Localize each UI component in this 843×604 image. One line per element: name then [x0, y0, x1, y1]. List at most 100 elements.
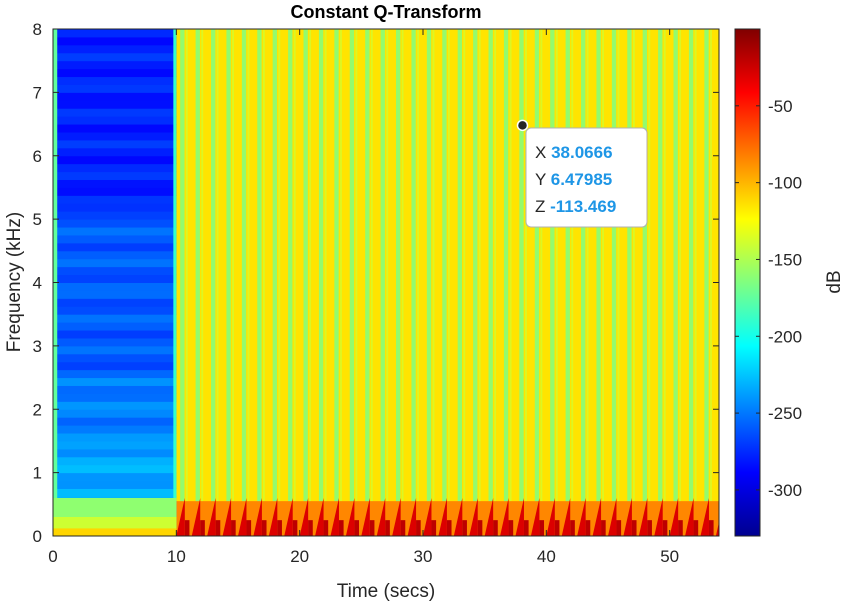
- quiet-region-band: [53, 36, 177, 46]
- spectrogram-stripe: [540, 29, 543, 536]
- low-frequency-burst: [647, 520, 652, 536]
- y-tick-label: 5: [33, 210, 42, 229]
- low-frequency-burst: [715, 522, 719, 536]
- datatip-x-value: 38.0666: [551, 143, 612, 162]
- spectrogram-stripe: [602, 29, 604, 536]
- quiet-region-band: [53, 345, 177, 355]
- spectrogram-stripe: [663, 29, 666, 536]
- low-frequency-burst: [330, 497, 339, 536]
- quiet-region-band: [53, 124, 177, 133]
- spectrogram-stripe: [180, 29, 185, 536]
- quiet-region-band: [53, 377, 177, 386]
- quiet-region-band: [53, 440, 177, 450]
- spectrogram-stripe: [581, 29, 586, 536]
- spectrogram-stripe: [365, 29, 370, 536]
- spectrogram-stripe: [688, 29, 694, 536]
- quiet-region-band: [53, 353, 177, 363]
- quiet-region-band: [53, 433, 177, 442]
- spectrogram-stripe: [401, 29, 404, 536]
- spectrogram-stripe: [386, 29, 389, 536]
- low-frequency-burst: [376, 497, 386, 536]
- spectrogram-stripe: [725, 29, 727, 536]
- spectrogram-stripe: [318, 29, 324, 536]
- spectrogram-stripe: [262, 29, 265, 536]
- spectrogram-stripe: [216, 29, 219, 536]
- quiet-region-band: [53, 417, 177, 426]
- quiet-region-band: [53, 68, 177, 78]
- x-tick-label: 40: [537, 547, 556, 566]
- spectrogram-stripe: [380, 29, 385, 536]
- quiet-region-band: [53, 488, 177, 497]
- quiet-region-band: [53, 219, 177, 228]
- low-frequency-burst: [631, 520, 637, 536]
- low-frequency-burst: [685, 497, 694, 536]
- spectrogram-stripe: [334, 29, 339, 536]
- y-tick-label: 0: [33, 527, 42, 546]
- low-frequency-burst: [253, 497, 262, 536]
- spectrogram-stripe: [679, 29, 682, 536]
- low-frequency-burst: [284, 497, 293, 536]
- quiet-region-band: [53, 76, 177, 85]
- colorbar-gradient: [734, 28, 761, 537]
- spectrogram-stripe: [185, 29, 188, 536]
- datatip-x-row: X 38.0666: [535, 143, 613, 162]
- quiet-region-band: [53, 227, 177, 236]
- spectrogram-stripe: [673, 29, 678, 536]
- colorbar-tick-label: -300: [768, 481, 802, 500]
- low-frequency-burst: [453, 497, 463, 536]
- x-tick-label: 0: [48, 547, 57, 566]
- spectrogram-stripe: [226, 29, 231, 536]
- spectrogram-stripe: [432, 29, 435, 536]
- quiet-region-band: [53, 108, 177, 117]
- quiet-region-band: [53, 456, 177, 466]
- low-frequency-burst: [577, 497, 586, 536]
- quiet-region-band: [53, 266, 177, 276]
- datatip-x-key: X: [535, 143, 546, 162]
- spectrogram-stripe: [272, 29, 278, 536]
- y-tick-label: 7: [33, 83, 42, 102]
- quiet-region-band: [53, 298, 177, 307]
- spectrogram-stripe: [340, 29, 342, 536]
- quiet-region-band: [53, 44, 177, 54]
- quiet-region-band: [53, 385, 177, 394]
- quiet-region-band: [53, 52, 177, 62]
- quiet-region-band: [53, 139, 177, 149]
- chart-title: Constant Q-Transform: [290, 2, 481, 22]
- low-frequency-burst: [477, 520, 483, 536]
- low-frequency-burst: [369, 520, 375, 536]
- low-frequency-burst: [238, 497, 247, 536]
- low-frequency-burst: [446, 520, 452, 536]
- colorbar-tick-label: -250: [768, 404, 802, 423]
- quiet-region-band: [53, 322, 177, 331]
- low-frequency-burst: [515, 497, 524, 536]
- datatip-box: [525, 127, 648, 228]
- datatip[interactable]: X 38.0666 Y 6.47985 Z -113.469: [516, 119, 648, 228]
- spectrogram-stripe: [488, 29, 493, 536]
- low-frequency-burst: [215, 520, 221, 536]
- low-frequency-burst: [315, 497, 324, 536]
- low-frequency-burst: [623, 497, 632, 536]
- spectrogram-stripe: [355, 29, 358, 536]
- y-tick-label: 4: [33, 274, 42, 293]
- low-frequency-burst: [385, 520, 390, 536]
- quiet-region-edge: [173, 29, 177, 536]
- quiet-region-band: [53, 147, 177, 157]
- spectrogram-stripe: [324, 29, 327, 536]
- colorbar-label: dB: [824, 270, 843, 293]
- y-tick-label: 3: [33, 337, 42, 356]
- datatip-marker[interactable]: [516, 119, 529, 132]
- low-frequency-burst: [277, 520, 282, 536]
- spectrogram-image[interactable]: [53, 29, 729, 537]
- spectrogram-stripe: [257, 29, 262, 536]
- spectrogram-stripe: [503, 29, 509, 536]
- datatip-z-key: Z: [535, 197, 545, 216]
- low-frequency-burst: [724, 520, 729, 536]
- y-tick-label: 1: [33, 464, 42, 483]
- low-frequency-burst: [345, 497, 355, 536]
- quiet-region-band: [53, 314, 177, 323]
- spectrogram-stripe: [565, 29, 570, 536]
- quiet-region-band: [53, 401, 177, 410]
- spectrogram-stripe: [309, 29, 312, 536]
- datatip-y-row: Y 6.47985: [535, 170, 612, 189]
- quiet-region-band: [53, 84, 177, 93]
